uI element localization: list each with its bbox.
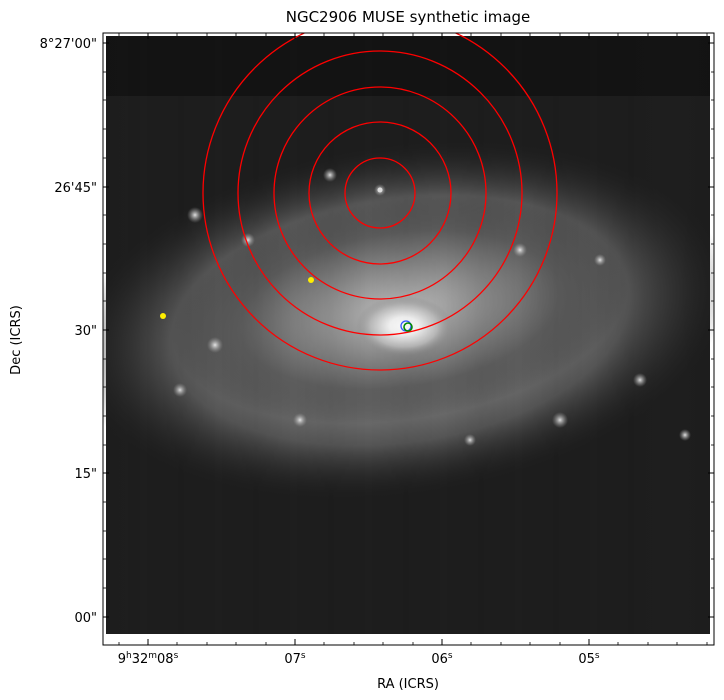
annulus-ring [202, 33, 558, 371]
annulus-ring [273, 86, 487, 300]
green-marker [403, 322, 413, 332]
annulus-ring [308, 121, 452, 265]
y-tick-label: 00" [74, 611, 97, 626]
y-axis-label: Dec (ICRS) [9, 305, 24, 375]
y-tick-label: 15" [74, 467, 97, 482]
plot-title: NGC2906 MUSE synthetic image [286, 8, 531, 26]
x-tick-label: 9h32m08s [118, 651, 179, 667]
minor-ticks [103, 33, 714, 645]
x-tick-label: 05s [578, 651, 600, 667]
axes-frame [102, 32, 715, 646]
annuli-center-source [377, 187, 383, 193]
x-tick-label: 07s [284, 651, 306, 667]
foreground-star [160, 313, 166, 319]
y-tick-label: 8°27'00" [40, 37, 97, 52]
x-axis-label: RA (ICRS) [377, 677, 439, 692]
x-tick-label: 06s [431, 651, 453, 667]
annuli [202, 33, 558, 371]
major-ticks [103, 33, 714, 645]
annulus-ring [344, 157, 416, 229]
y-tick-label: 26'45" [54, 181, 97, 196]
detector-stripes [106, 36, 710, 634]
foreground-star [308, 277, 314, 283]
annulus-ring [237, 50, 523, 336]
y-tick-label: 30" [74, 324, 97, 339]
